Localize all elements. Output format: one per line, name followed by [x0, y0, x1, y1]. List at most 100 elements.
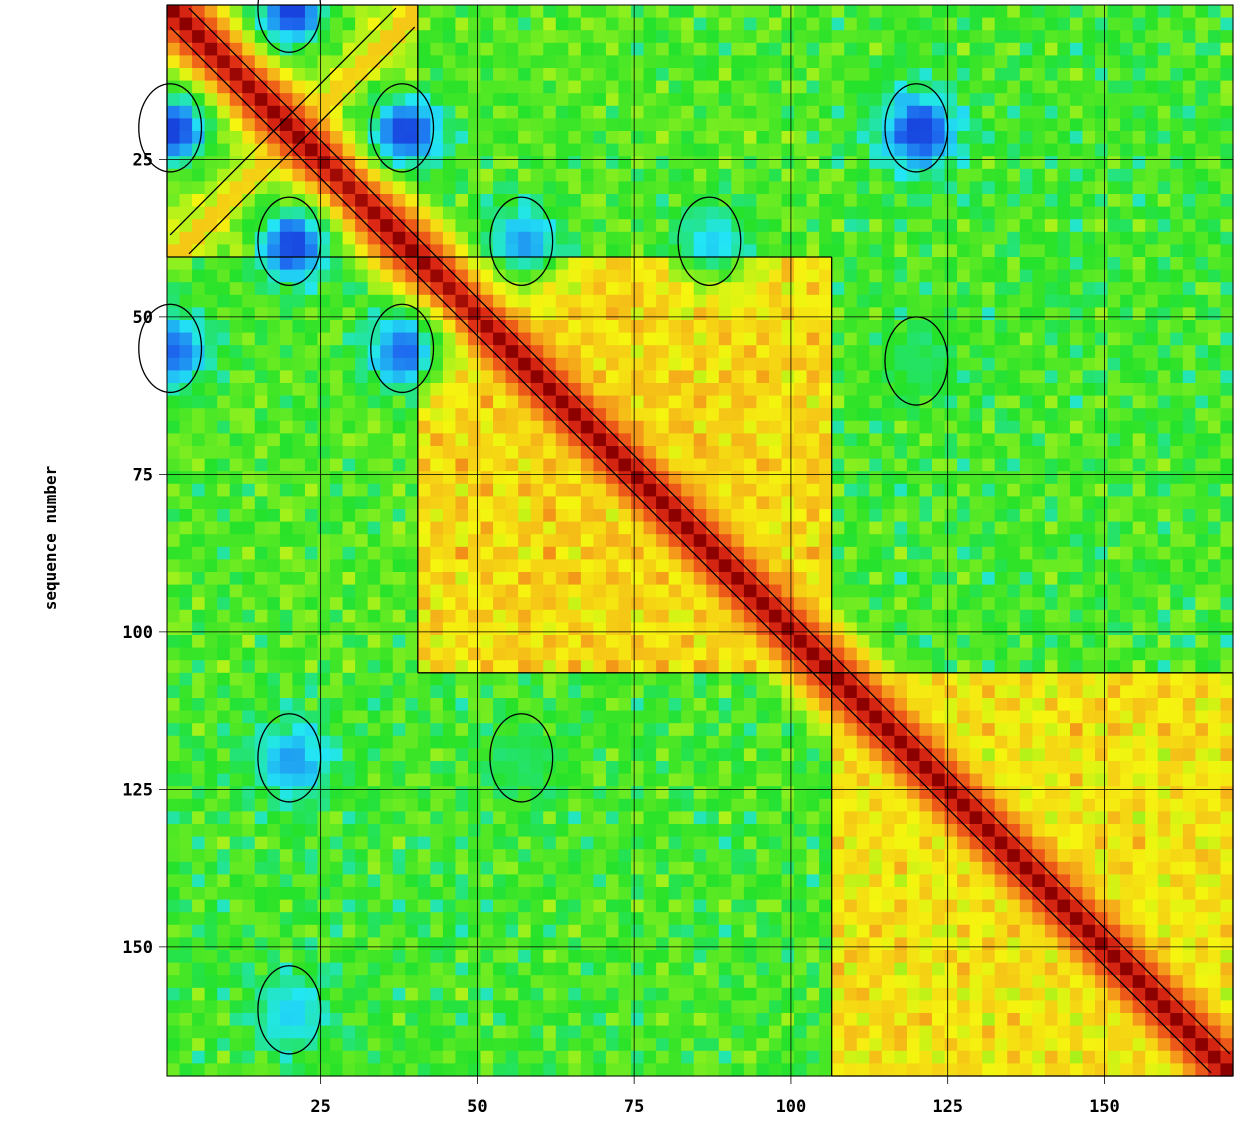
- heatmap-cell: [718, 483, 732, 497]
- heatmap-cell: [631, 231, 645, 245]
- heatmap-cell: [831, 509, 845, 523]
- heatmap-cell: [593, 647, 607, 661]
- heatmap-cell: [417, 483, 431, 497]
- heatmap-cell: [1170, 597, 1184, 611]
- heatmap-cell: [1095, 458, 1109, 472]
- heatmap-cell: [417, 68, 431, 82]
- heatmap-cell: [430, 357, 444, 371]
- heatmap-cell: [580, 383, 594, 397]
- heatmap-cell: [881, 206, 895, 220]
- heatmap-cell: [1107, 685, 1121, 699]
- heatmap-cell: [944, 723, 958, 737]
- heatmap-cell: [1195, 194, 1209, 208]
- heatmap-cell: [994, 68, 1008, 82]
- heatmap-cell: [568, 345, 582, 359]
- heatmap-cell: [204, 660, 218, 674]
- heatmap-cell: [906, 383, 921, 397]
- heatmap-cell: [342, 105, 356, 119]
- heatmap-cell: [1157, 723, 1171, 737]
- heatmap-cell: [1019, 395, 1033, 409]
- heatmap-cell: [982, 168, 996, 182]
- heatmap-cell: [906, 483, 921, 497]
- heatmap-cell: [555, 383, 569, 397]
- heatmap-cell: [957, 269, 971, 283]
- heatmap-cell: [229, 168, 243, 182]
- heatmap-cell: [179, 559, 193, 573]
- heatmap-cell: [1157, 194, 1171, 208]
- heatmap-cell: [631, 597, 645, 611]
- heatmap-cell: [1170, 383, 1184, 397]
- heatmap-cell: [493, 635, 507, 649]
- heatmap-cell: [819, 30, 833, 44]
- heatmap-cell: [167, 30, 181, 44]
- heatmap-cell: [856, 257, 870, 271]
- heatmap-cell: [982, 572, 996, 586]
- heatmap-cell: [656, 660, 670, 674]
- heatmap-cell: [656, 345, 670, 359]
- heatmap-cell: [392, 30, 406, 44]
- heatmap-cell: [430, 458, 444, 472]
- heatmap-cell: [869, 685, 883, 699]
- heatmap-cell: [618, 572, 632, 586]
- heatmap-cell: [217, 181, 231, 195]
- heatmap-cell: [1019, 408, 1033, 422]
- heatmap-cell: [279, 332, 294, 346]
- heatmap-cell: [994, 471, 1008, 485]
- heatmap-cell: [944, 534, 958, 548]
- heatmap-cell: [718, 370, 732, 384]
- heatmap-cell: [267, 80, 281, 94]
- heatmap-cell: [781, 194, 795, 208]
- heatmap-cell: [781, 294, 795, 308]
- heatmap-cell: [1044, 269, 1059, 283]
- heatmap-cell: [342, 55, 356, 69]
- heatmap-cell: [229, 68, 243, 82]
- heatmap-cell: [681, 672, 695, 686]
- heatmap-cell: [982, 609, 996, 623]
- heatmap-cell: [1095, 383, 1109, 397]
- heatmap-cell: [254, 433, 268, 447]
- heatmap-cell: [304, 635, 319, 649]
- heatmap-cell: [342, 93, 356, 107]
- heatmap-cell: [693, 42, 707, 56]
- heatmap-cell: [894, 80, 908, 94]
- heatmap-cell: [568, 181, 582, 195]
- heatmap-cell: [543, 105, 557, 119]
- heatmap-cell: [869, 534, 883, 548]
- heatmap-cell: [242, 156, 256, 170]
- heatmap-cell: [304, 496, 319, 510]
- heatmap-cell: [179, 383, 193, 397]
- heatmap-cell: [643, 294, 657, 308]
- heatmap-cell: [405, 17, 419, 31]
- heatmap-cell: [192, 42, 206, 56]
- heatmap-cell: [405, 105, 419, 119]
- heatmap-cell: [693, 156, 707, 170]
- heatmap-cell: [1032, 420, 1046, 434]
- heatmap-cell: [1019, 105, 1033, 119]
- heatmap-cell: [580, 332, 594, 346]
- heatmap-cell: [1095, 534, 1109, 548]
- heatmap-cell: [731, 156, 745, 170]
- heatmap-cell: [806, 257, 820, 271]
- heatmap-cell: [1207, 496, 1222, 510]
- heatmap-cell: [342, 635, 356, 649]
- heatmap-cell: [1082, 307, 1096, 321]
- heatmap-cell: [392, 710, 406, 724]
- heatmap-cell: [568, 131, 582, 145]
- heatmap-cell: [1157, 420, 1171, 434]
- heatmap-cell: [1157, 17, 1171, 31]
- heatmap-cell: [279, 370, 294, 384]
- heatmap-cell: [693, 735, 707, 749]
- heatmap-cell: [994, 345, 1008, 359]
- heatmap-cell: [1082, 181, 1096, 195]
- heatmap-cell: [1132, 42, 1146, 56]
- heatmap-cell: [593, 68, 607, 82]
- heatmap-cell: [844, 93, 858, 107]
- heatmap-cell: [467, 257, 482, 271]
- heatmap-cell: [969, 433, 983, 447]
- heatmap-cell: [267, 131, 281, 145]
- heatmap-cell: [819, 131, 833, 145]
- heatmap-cell: [869, 509, 883, 523]
- heatmap-cell: [1032, 584, 1046, 598]
- heatmap-cell: [217, 433, 231, 447]
- heatmap-cell: [932, 257, 946, 271]
